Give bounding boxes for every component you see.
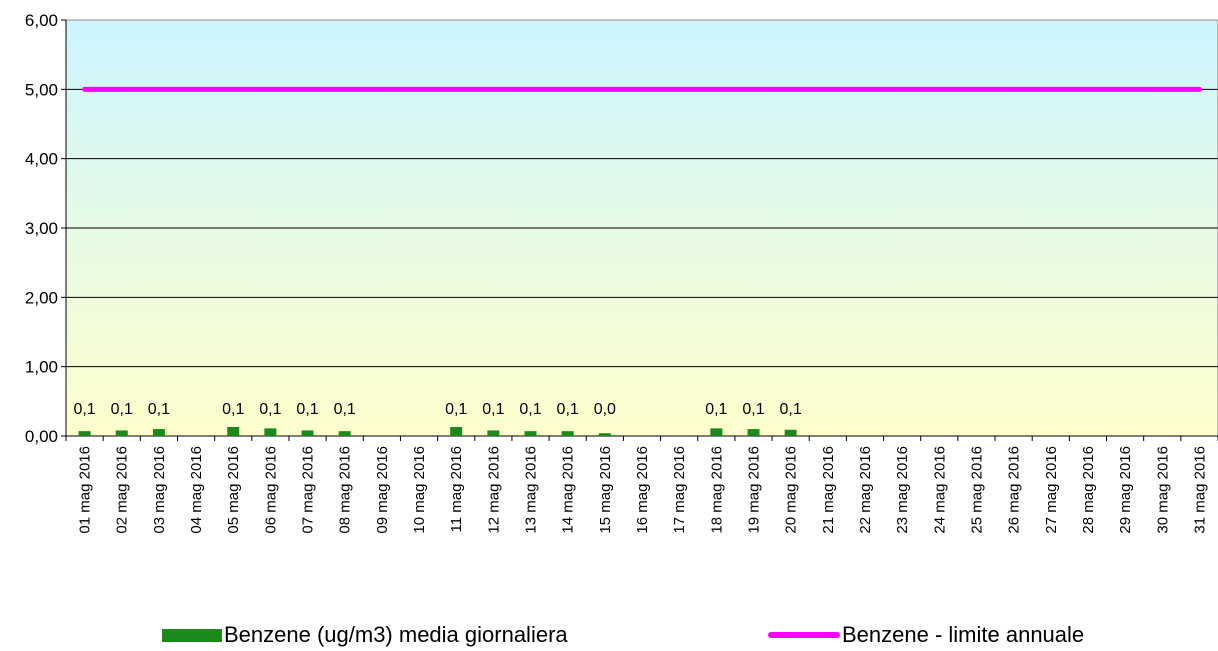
bar-series (78, 426, 797, 436)
bar (78, 431, 91, 436)
x-tick-label: 26 mag 2016 (1006, 446, 1023, 534)
x-axis-ticks: 01 mag 2016 02 mag 2016 03 mag 2016 04 mag … (65, 436, 1218, 534)
bar-data-label: 0,1 (705, 401, 727, 418)
y-tick-label: 2,00 (25, 288, 58, 307)
bar-data-label: 0,1 (148, 401, 170, 418)
y-axis-ticks: 0,00 1,00 2,00 3,00 4,00 5,00 6,00 (25, 11, 66, 446)
x-tick-label: 06 mag 2016 (262, 446, 279, 534)
bar-data-label: 0,1 (445, 401, 467, 418)
x-tick-label: 29 mag 2016 (1117, 446, 1134, 534)
bar-data-label: 0,1 (222, 401, 244, 418)
bar-data-label: 0,1 (742, 401, 764, 418)
x-tick-label: 21 mag 2016 (820, 446, 837, 534)
x-tick-label: 28 mag 2016 (1080, 446, 1097, 534)
x-tick-label: 20 mag 2016 (783, 446, 800, 534)
bar-data-label: 0,1 (334, 401, 356, 418)
bar (747, 429, 760, 436)
bar (338, 431, 351, 436)
y-tick-label: 1,00 (25, 358, 58, 377)
x-tick-label: 05 mag 2016 (225, 446, 242, 534)
y-tick-label: 3,00 (25, 219, 58, 238)
x-tick-label: 19 mag 2016 (745, 446, 762, 534)
x-tick-label: 15 mag 2016 (597, 446, 614, 534)
legend-bar-swatch (162, 628, 222, 642)
x-tick-label: 30 mag 2016 (1154, 446, 1171, 534)
legend-line-entry: Benzene - limite annuale (768, 622, 1084, 648)
x-tick-label: 03 mag 2016 (151, 446, 168, 534)
x-tick-label: 08 mag 2016 (337, 446, 354, 534)
bar (598, 433, 611, 436)
x-tick-label: 14 mag 2016 (560, 446, 577, 534)
x-tick-label: 11 mag 2016 (448, 446, 465, 532)
bar (152, 429, 165, 436)
bar-data-label: 0,1 (73, 401, 95, 418)
x-tick-label: 17 mag 2016 (671, 446, 688, 534)
y-tick-label: 6,00 (25, 11, 58, 30)
x-tick-label: 24 mag 2016 (931, 446, 948, 534)
bar (784, 429, 797, 436)
bar-data-label: 0,1 (557, 401, 579, 418)
x-tick-label: 02 mag 2016 (114, 446, 131, 534)
bar-data-label: 0,1 (482, 401, 504, 418)
x-tick-label: 09 mag 2016 (374, 446, 391, 534)
x-tick-label: 31 mag 2016 (1191, 446, 1208, 534)
bar (487, 430, 500, 436)
data-labels: 0,1 0,1 0,1 0,1 0,1 0,1 0,1 0,1 0,1 0,1 0,1 0,0 0,1 0… (73, 401, 801, 418)
bar-data-label: 0,1 (111, 401, 133, 418)
x-tick-label: 27 mag 2016 (1043, 446, 1060, 534)
bar-data-label: 0,1 (296, 401, 318, 418)
bar (524, 431, 537, 436)
bar-data-label: 0,1 (780, 401, 802, 418)
x-tick-label: 18 mag 2016 (708, 446, 725, 534)
bar-data-label: 0,1 (519, 401, 541, 418)
legend-bar-entry: Benzene (ug/m3) media giornaliera (162, 622, 568, 648)
x-tick-label: 16 mag 2016 (634, 446, 651, 534)
bar (115, 430, 128, 436)
bar (710, 428, 723, 436)
x-tick-label: 12 mag 2016 (485, 446, 502, 534)
bar (561, 431, 574, 436)
bar (450, 426, 463, 436)
x-tick-label: 07 mag 2016 (300, 446, 317, 534)
y-tick-label: 0,00 (25, 427, 58, 446)
bar-data-label: 0,1 (259, 401, 281, 418)
x-tick-label: 22 mag 2016 (857, 446, 874, 534)
bar (301, 430, 314, 436)
legend-line-label: Benzene - limite annuale (842, 622, 1085, 647)
x-tick-label: 25 mag 2016 (968, 446, 985, 534)
y-tick-label: 4,00 (25, 150, 58, 169)
x-tick-label: 23 mag 2016 (894, 446, 911, 534)
legend-bar-label: Benzene (ug/m3) media giornaliera (224, 622, 568, 647)
x-tick-label: 13 mag 2016 (523, 446, 540, 534)
x-tick-label: 10 mag 2016 (411, 446, 428, 534)
x-tick-label: 04 mag 2016 (188, 446, 205, 534)
y-tick-label: 5,00 (25, 80, 58, 99)
bar (264, 428, 277, 436)
bar (227, 426, 240, 436)
x-tick-label: 01 mag 2016 (77, 446, 94, 534)
legend-line-swatch (768, 632, 840, 638)
bar-data-label: 0,0 (594, 401, 616, 418)
